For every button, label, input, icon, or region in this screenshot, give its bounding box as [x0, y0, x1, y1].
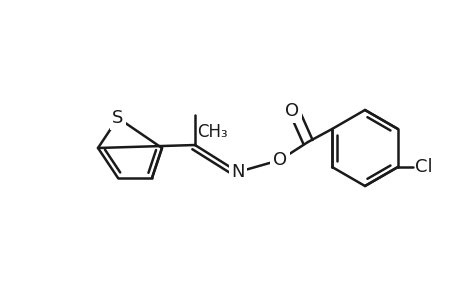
- Text: S: S: [112, 109, 123, 127]
- Text: O: O: [284, 102, 298, 120]
- Text: O: O: [272, 151, 286, 169]
- Text: N: N: [231, 163, 244, 181]
- Text: Cl: Cl: [414, 158, 431, 176]
- Text: CH₃: CH₃: [196, 123, 227, 141]
